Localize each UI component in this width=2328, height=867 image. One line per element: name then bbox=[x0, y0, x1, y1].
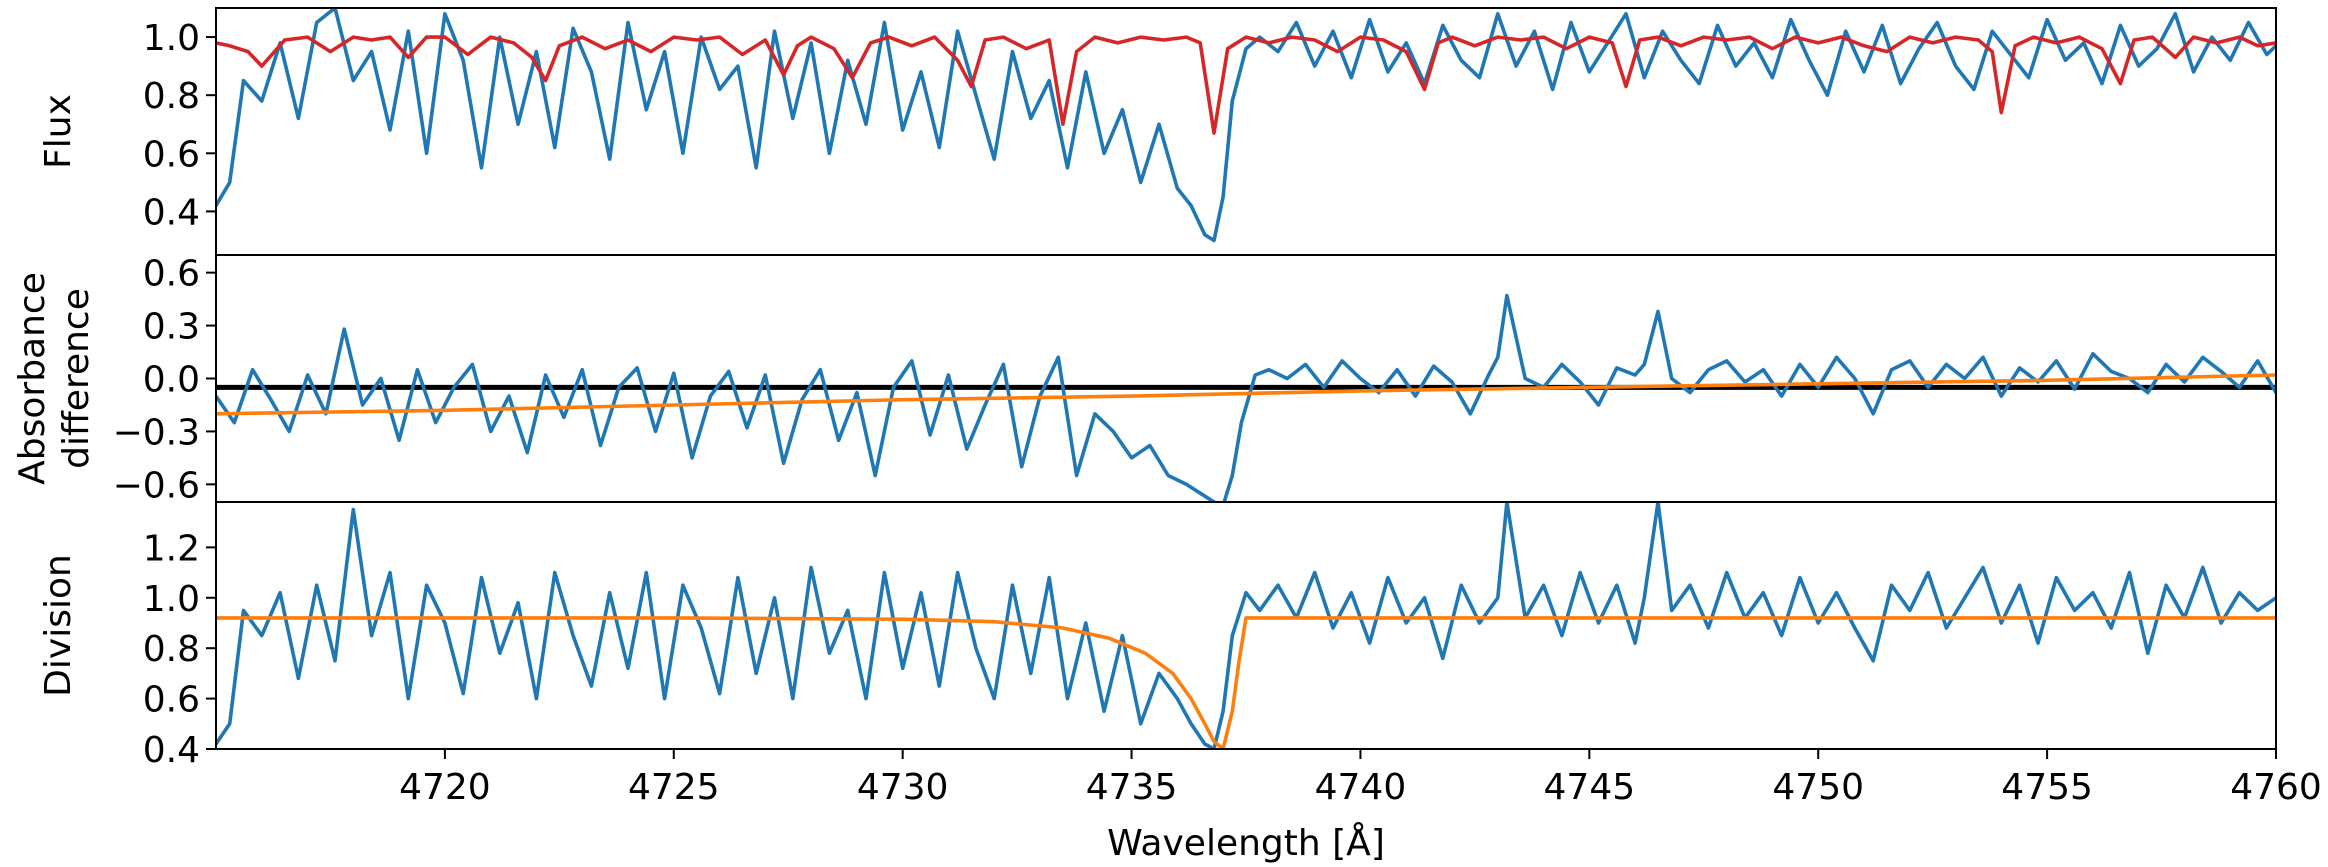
y-tick-label: 1.0 bbox=[143, 579, 200, 620]
y-tick-label: 1.0 bbox=[143, 18, 200, 59]
plot-area-1 bbox=[216, 293, 2276, 502]
series-line-1 bbox=[216, 35, 2276, 135]
series-line-1 bbox=[216, 616, 2276, 749]
x-tick-label: 4745 bbox=[1544, 767, 1636, 808]
y-tick-label: 0.3 bbox=[143, 307, 200, 348]
x-tick-label: 4725 bbox=[628, 767, 720, 808]
y-tick-label: −0.6 bbox=[113, 465, 200, 506]
y-tick-label: 0.8 bbox=[143, 629, 200, 670]
y-axis-label: Flux bbox=[38, 94, 79, 169]
panel-2: 0.4 0.6 0.8 1.0 1.2 Division 4720 4725 4730 4735 4… bbox=[38, 501, 2322, 864]
plot-area-0 bbox=[216, 8, 2276, 243]
x-tick-label: 4730 bbox=[857, 767, 949, 808]
y-tick-label: 0.4 bbox=[143, 192, 200, 233]
y-tick-label: 1.2 bbox=[143, 528, 200, 569]
axes-frame bbox=[215, 7, 2277, 256]
y-tick-label: 0.8 bbox=[143, 76, 200, 117]
series-line-0 bbox=[216, 293, 2276, 502]
y-axis-label: Absorbance difference bbox=[12, 272, 97, 485]
x-tick-label: 4740 bbox=[1315, 767, 1407, 808]
x-tick-label: 4755 bbox=[2001, 767, 2093, 808]
y-tick-label: 0.4 bbox=[143, 730, 200, 771]
x-tick-label: 4760 bbox=[2230, 767, 2322, 808]
x-tick-label: 4750 bbox=[1772, 767, 1864, 808]
plot-area-2 bbox=[216, 502, 2276, 749]
series-line-0 bbox=[216, 8, 2276, 243]
y-axis-label-text: Division bbox=[38, 554, 79, 697]
y-axis-label: Division bbox=[38, 554, 79, 697]
panels: 0.4 0.6 0.8 1.0 Flux −0.6 −0.3 0.0 0.3 0.6 Absorba… bbox=[12, 7, 2322, 864]
y-tick-label: 0.6 bbox=[143, 680, 200, 721]
x-tick-label: 4720 bbox=[399, 767, 491, 808]
y-axis-label-text: Flux bbox=[38, 94, 79, 169]
y-tick-label: 0.0 bbox=[143, 360, 200, 401]
x-tick-label: 4735 bbox=[1086, 767, 1178, 808]
y-tick-label: 0.6 bbox=[143, 134, 200, 175]
series-line-1 bbox=[216, 373, 2276, 416]
axes-frame bbox=[215, 501, 2277, 750]
y-axis-label-line: Absorbance bbox=[12, 272, 53, 485]
y-axis-label-line: difference bbox=[56, 288, 97, 469]
y-tick-label: 0.6 bbox=[143, 254, 200, 295]
panel-0: 0.4 0.6 0.8 1.0 Flux bbox=[38, 7, 2277, 256]
x-axis-label: Wavelength [Å] bbox=[1107, 821, 1385, 864]
panel-1: −0.6 −0.3 0.0 0.3 0.6 Absorbance difference bbox=[12, 254, 2277, 506]
series-line-0 bbox=[216, 502, 2276, 749]
y-tick-label: −0.3 bbox=[113, 412, 200, 453]
